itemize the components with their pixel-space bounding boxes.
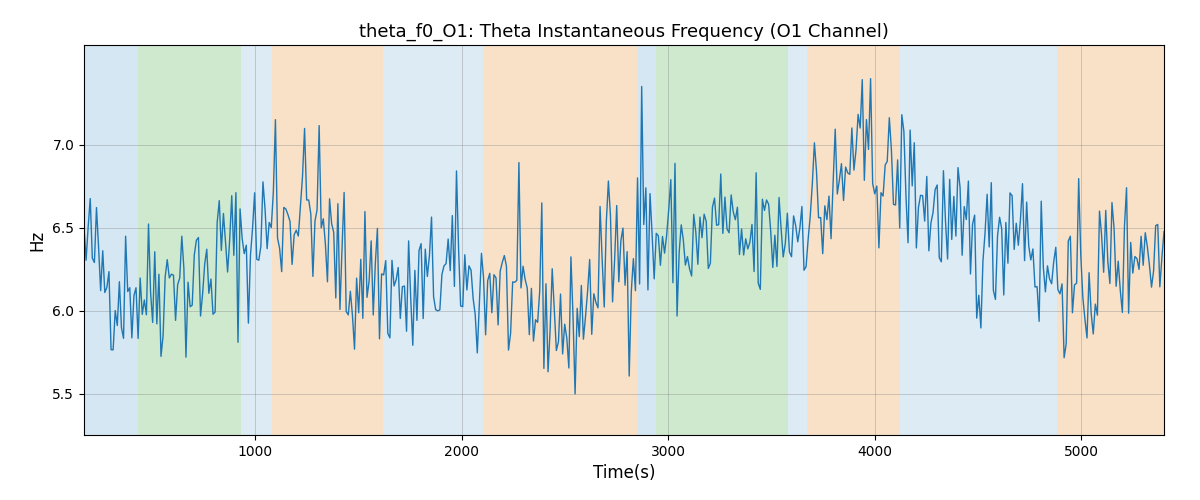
Bar — [637, 45, 656, 435]
Bar — [806, 45, 900, 435]
Bar — [272, 45, 384, 435]
Bar — [384, 45, 482, 435]
Bar — [84, 45, 138, 435]
Bar — [788, 45, 806, 435]
X-axis label: Time(s): Time(s) — [593, 464, 655, 482]
Title: theta_f0_O1: Theta Instantaneous Frequency (O1 Channel): theta_f0_O1: Theta Instantaneous Frequen… — [359, 22, 889, 41]
Bar — [1057, 45, 1164, 435]
Bar — [482, 45, 637, 435]
Bar — [900, 45, 1057, 435]
Bar — [656, 45, 788, 435]
Y-axis label: Hz: Hz — [29, 230, 47, 250]
Bar — [138, 45, 241, 435]
Bar — [241, 45, 272, 435]
